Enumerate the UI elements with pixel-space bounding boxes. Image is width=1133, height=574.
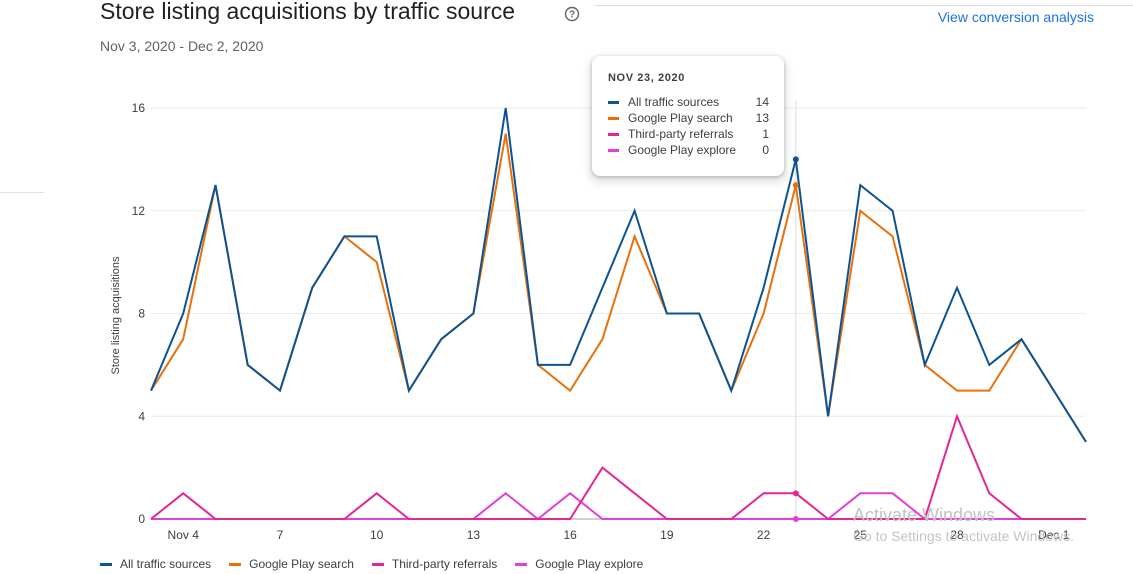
tooltip-row: All traffic sources 14 <box>608 94 769 110</box>
tooltip-swatch <box>608 132 619 136</box>
legend-label: Google Play explore <box>535 557 644 571</box>
legend-item[interactable]: All traffic sources <box>100 557 211 571</box>
tooltip-row: Google Play explore 0 <box>608 142 769 158</box>
tooltip-value: 0 <box>762 143 769 157</box>
tooltip-swatch <box>608 148 619 152</box>
legend-item[interactable]: Google Play search <box>229 557 354 571</box>
x-tick-label: Nov 4 <box>168 528 200 542</box>
legend-label: All traffic sources <box>120 557 212 571</box>
tooltip-series-name: Third-party referrals <box>628 127 734 141</box>
hover-point <box>792 182 799 189</box>
chart-title: Store listing acquisitions by traffic so… <box>100 0 516 24</box>
tooltip-value: 1 <box>762 127 769 141</box>
tooltip-swatch <box>608 116 619 120</box>
y-tick-label: 12 <box>132 204 146 218</box>
x-tick-label: 25 <box>854 528 868 542</box>
legend-label: Google Play search <box>249 557 354 571</box>
side-divider <box>0 192 44 193</box>
tooltip-series-name: All traffic sources <box>628 95 720 109</box>
series-line-google-play-search <box>150 133 1087 443</box>
legend-swatch <box>515 562 528 566</box>
x-tick-label: 13 <box>467 528 481 542</box>
hover-point <box>792 156 799 163</box>
view-conversion-analysis-link[interactable]: View conversion analysis <box>937 9 1094 25</box>
hover-point <box>792 516 799 522</box>
series-line-third-party-referrals <box>150 413 1086 520</box>
x-tick-label: 10 <box>370 528 384 542</box>
series-line-all-traffic-sources <box>150 107 1087 443</box>
tooltip-value: 13 <box>755 111 769 125</box>
chart-legend: All traffic sources Google Play search Thi… <box>100 557 661 571</box>
x-tick-label: Dec 1 <box>1038 528 1070 542</box>
y-tick-label: 4 <box>138 409 145 423</box>
x-tick-label: 28 <box>950 528 964 542</box>
svg-text:?: ? <box>569 10 575 21</box>
tooltip-series-name: Google Play search <box>628 111 733 125</box>
tooltip-series-name: Google Play explore <box>628 143 737 157</box>
tooltip-value: 14 <box>755 95 769 109</box>
top-divider <box>595 5 1133 6</box>
tooltip-date: NOV 23, 2020 <box>608 72 685 84</box>
tooltip-swatch <box>608 100 619 104</box>
legend-swatch <box>371 562 384 566</box>
x-tick-label: 19 <box>660 528 674 542</box>
tooltip-row: Google Play search 13 <box>608 110 769 126</box>
legend-swatch <box>229 562 242 566</box>
x-tick-label: 16 <box>563 528 577 542</box>
legend-item[interactable]: Google Play explore <box>515 557 643 571</box>
x-tick-label: 22 <box>757 528 771 542</box>
hover-point <box>792 490 799 497</box>
legend-swatch <box>100 562 112 566</box>
legend-item[interactable]: Third-party referrals <box>371 557 498 571</box>
y-axis-title: Store listing acquisitions <box>110 256 122 375</box>
tooltip-row: Third-party referrals 1 <box>608 126 769 142</box>
x-tick-label: 7 <box>277 528 284 542</box>
legend-label: Third-party referrals <box>391 557 498 571</box>
chart-tooltip: NOV 23, 2020 All traffic sources 14 Google… <box>592 56 784 176</box>
date-range: Nov 3, 2020 - Dec 2, 2020 <box>100 38 264 54</box>
help-icon[interactable]: ? <box>564 6 580 22</box>
series-line-google-play-explore <box>151 492 1086 521</box>
y-tick-label: 8 <box>138 307 145 321</box>
y-tick-label: 0 <box>138 512 145 526</box>
y-tick-label: 16 <box>132 101 146 115</box>
